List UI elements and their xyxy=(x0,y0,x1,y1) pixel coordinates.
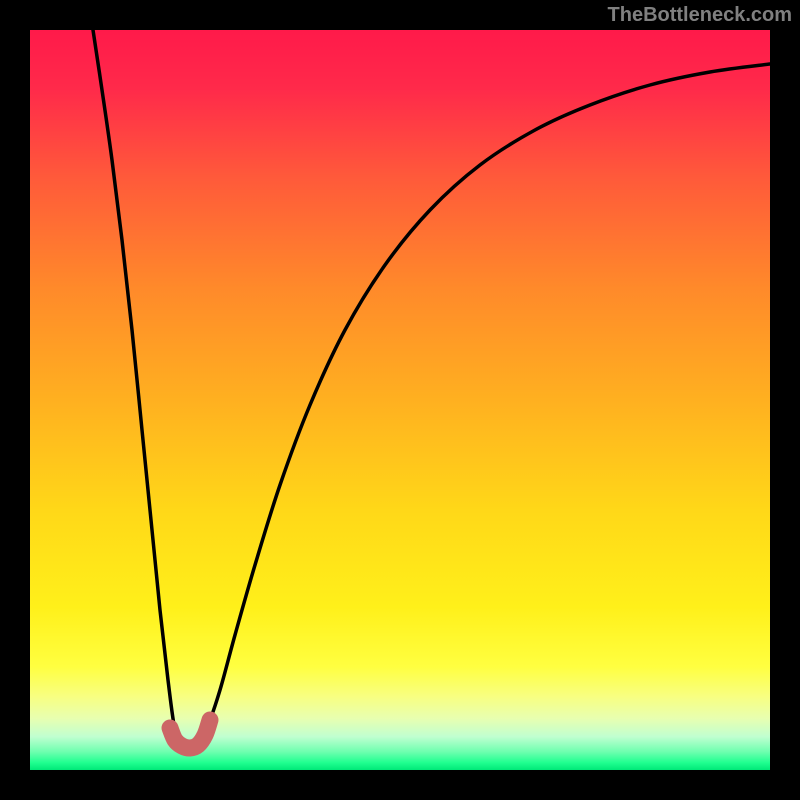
watermark-text: TheBottleneck.com xyxy=(608,4,792,27)
optimal-marker xyxy=(30,30,770,770)
chart-plot-area xyxy=(30,30,770,770)
